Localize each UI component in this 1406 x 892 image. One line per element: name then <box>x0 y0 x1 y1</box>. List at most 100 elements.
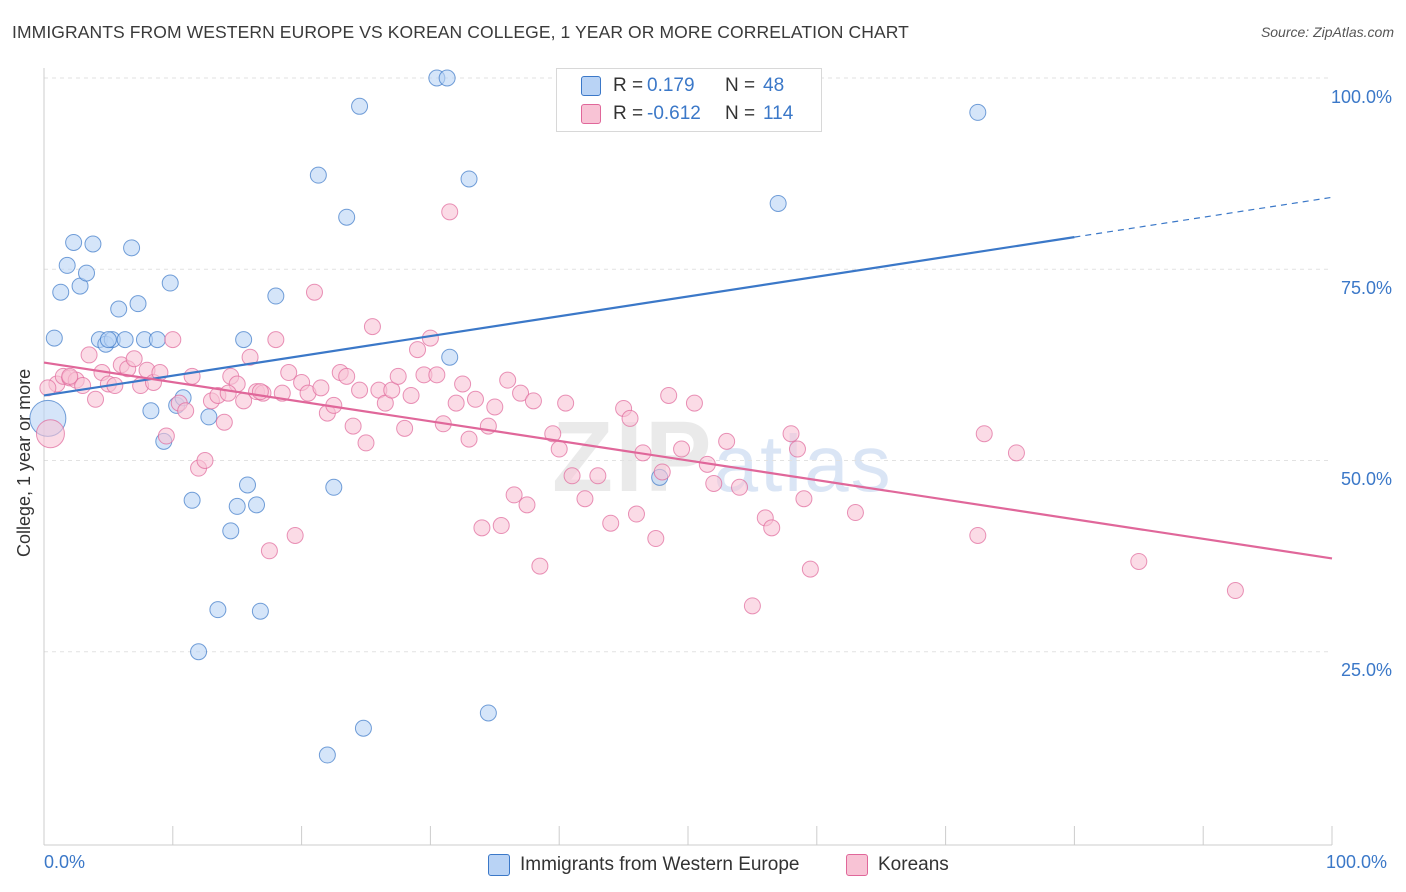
x-tick-label: 100.0% <box>1326 852 1388 872</box>
data-point <box>52 283 70 301</box>
data-point <box>116 331 134 349</box>
data-point <box>660 386 678 404</box>
data-point <box>351 97 369 115</box>
data-point <box>200 408 218 426</box>
data-point <box>61 367 79 385</box>
data-point <box>801 560 819 578</box>
pink-swatch <box>581 104 601 124</box>
data-point <box>215 413 233 431</box>
y-axis-label: College, 1 year or more <box>14 368 34 557</box>
data-point <box>409 341 427 359</box>
data-point <box>383 381 401 399</box>
data-point <box>975 425 993 443</box>
data-point <box>87 390 105 408</box>
data-point <box>325 478 343 496</box>
data-point <box>148 331 166 349</box>
data-point <box>239 476 257 494</box>
data-point <box>164 331 182 349</box>
data-point <box>209 601 227 619</box>
data-point <box>280 364 298 382</box>
data-point <box>251 602 269 620</box>
y-tick-label: 75.0% <box>1340 278 1392 298</box>
data-point <box>260 542 278 560</box>
data-point <box>312 379 330 397</box>
data-point <box>267 331 285 349</box>
data-point <box>460 430 478 448</box>
data-point <box>479 704 497 722</box>
trend-line-extension <box>1074 196 1333 238</box>
data-point <box>318 746 336 764</box>
data-point <box>731 478 749 496</box>
data-point <box>248 496 266 514</box>
data-point <box>305 283 323 301</box>
data-point <box>454 375 472 393</box>
data-point <box>1130 552 1148 570</box>
data-point <box>763 519 781 537</box>
data-point <box>80 346 98 364</box>
data-point <box>576 490 594 508</box>
data-point <box>685 394 703 412</box>
data-point <box>129 295 147 313</box>
data-point <box>795 490 813 508</box>
data-point <box>125 350 143 368</box>
data-point <box>222 522 240 540</box>
data-point <box>351 381 369 399</box>
data-point <box>235 331 253 349</box>
data-point <box>123 239 141 257</box>
data-point <box>447 394 465 412</box>
data-point <box>99 331 117 349</box>
pink-swatch <box>846 854 868 876</box>
data-point <box>531 557 549 575</box>
data-point <box>228 497 246 515</box>
legend-item-koreans: Koreans <box>846 852 949 878</box>
r-value: -0.612 <box>647 103 701 124</box>
data-point <box>486 398 504 416</box>
data-point <box>396 419 414 437</box>
legend-label: Koreans <box>878 854 949 875</box>
data-point <box>45 329 63 347</box>
data-point <box>499 371 517 389</box>
r-value: 0.179 <box>647 75 695 96</box>
data-point <box>190 643 208 661</box>
data-point <box>161 274 179 292</box>
data-point <box>846 504 864 522</box>
data-point <box>344 417 362 435</box>
data-point <box>705 474 723 492</box>
data-point <box>466 390 484 408</box>
data-point <box>354 719 372 737</box>
blue-swatch <box>488 854 510 876</box>
r-label: R = <box>613 75 644 96</box>
data-point <box>357 434 375 452</box>
data-point <box>441 203 459 221</box>
data-point <box>84 235 102 253</box>
data-point <box>518 496 536 514</box>
data-point <box>505 486 523 504</box>
data-point <box>157 427 175 445</box>
data-point <box>438 69 456 87</box>
data-point <box>142 402 160 420</box>
y-tick-label: 50.0% <box>1340 469 1392 489</box>
data-point <box>653 463 671 481</box>
data-point <box>286 526 304 544</box>
data-point <box>589 467 607 485</box>
n-label: N = <box>725 103 756 124</box>
data-point <box>177 402 195 420</box>
data-point <box>782 425 800 443</box>
y-tick-label: 100.0% <box>1330 87 1392 107</box>
data-point <box>338 208 356 226</box>
data-point <box>363 318 381 336</box>
n-label: N = <box>725 75 756 96</box>
data-point <box>35 419 65 449</box>
data-point <box>196 452 214 469</box>
data-point <box>110 300 128 318</box>
data-point <box>183 491 201 509</box>
data-point <box>557 394 575 412</box>
n-value: 48 <box>763 75 785 96</box>
data-point <box>1226 582 1244 600</box>
data-point <box>78 264 96 282</box>
data-point <box>673 440 691 458</box>
data-point <box>621 409 639 427</box>
data-point <box>492 517 510 535</box>
data-point <box>428 366 446 384</box>
